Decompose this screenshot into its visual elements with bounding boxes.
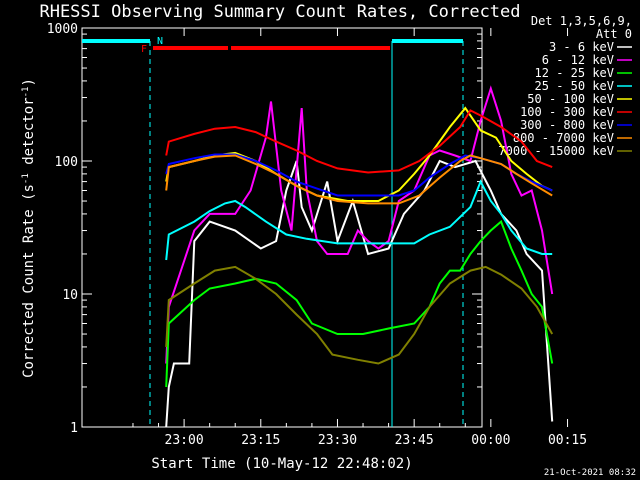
legend-item-label: 800 - 7000 keV <box>513 131 614 145</box>
series-line-1 <box>165 85 554 364</box>
legend-item-label: 300 - 800 keV <box>520 118 614 132</box>
flare-marker-label: F <box>141 44 147 55</box>
x-tick-label: 23:15 <box>241 433 280 448</box>
y-tick-label: 1 <box>70 421 78 436</box>
legend-item-label: 25 - 50 keV <box>535 79 614 93</box>
x-tick-label: 00:15 <box>548 433 587 448</box>
legend-item-label: 3 - 6 keV <box>549 40 614 54</box>
night-marker-label: N <box>157 36 163 47</box>
series-line-7 <box>165 154 553 205</box>
x-tick-label: 00:00 <box>471 433 510 448</box>
chart-title: RHESSI Observing Summary Count Rates, Co… <box>39 2 520 22</box>
series-line-3 <box>165 179 553 261</box>
y-axis-label-mid: detector <box>21 97 37 173</box>
series-line-0 <box>165 159 554 428</box>
series-line-5 <box>165 109 553 174</box>
y-axis-label-end: ) <box>21 78 37 86</box>
y-axis-label: Corrected Count Rate (s-1 detector-1) <box>21 78 37 378</box>
legend-header-line2: Att 0 <box>596 27 632 41</box>
legend-item-label: 50 - 100 keV <box>527 92 614 106</box>
series-line-6 <box>165 153 553 197</box>
legend-item-label: 7000 - 15000 keV <box>498 144 614 158</box>
y-tick-label: 10 <box>62 288 78 303</box>
y-axis-label-sup2: -1 <box>21 87 31 98</box>
series-line-8 <box>165 265 554 365</box>
legend-item-label: 12 - 25 keV <box>535 66 614 80</box>
footer-timestamp: 21-Oct-2021 08:32 <box>544 468 636 478</box>
plot-frame <box>81 27 483 428</box>
x-axis-label: Start Time (10-May-12 22:48:02) <box>151 456 412 472</box>
legend-item-label: 6 - 12 keV <box>542 53 614 67</box>
x-tick-label: 23:45 <box>395 433 434 448</box>
legend-item-label: 100 - 300 keV <box>520 105 614 119</box>
attenuator-bars: N F <box>82 36 464 427</box>
y-tick-label: 1000 <box>47 22 78 37</box>
x-tick-label: 23:30 <box>318 433 357 448</box>
series-line-2 <box>165 219 554 388</box>
x-tick-label: 23:00 <box>165 433 204 448</box>
legend-header-line1: Det 1,3,5,6,9, <box>531 14 632 28</box>
y-tick-label: 100 <box>55 155 78 170</box>
y-axis-label-sup1: -1 <box>21 173 31 184</box>
y-axis-label-main: Corrected Count Rate (s <box>21 184 37 378</box>
series-lines <box>165 85 554 428</box>
